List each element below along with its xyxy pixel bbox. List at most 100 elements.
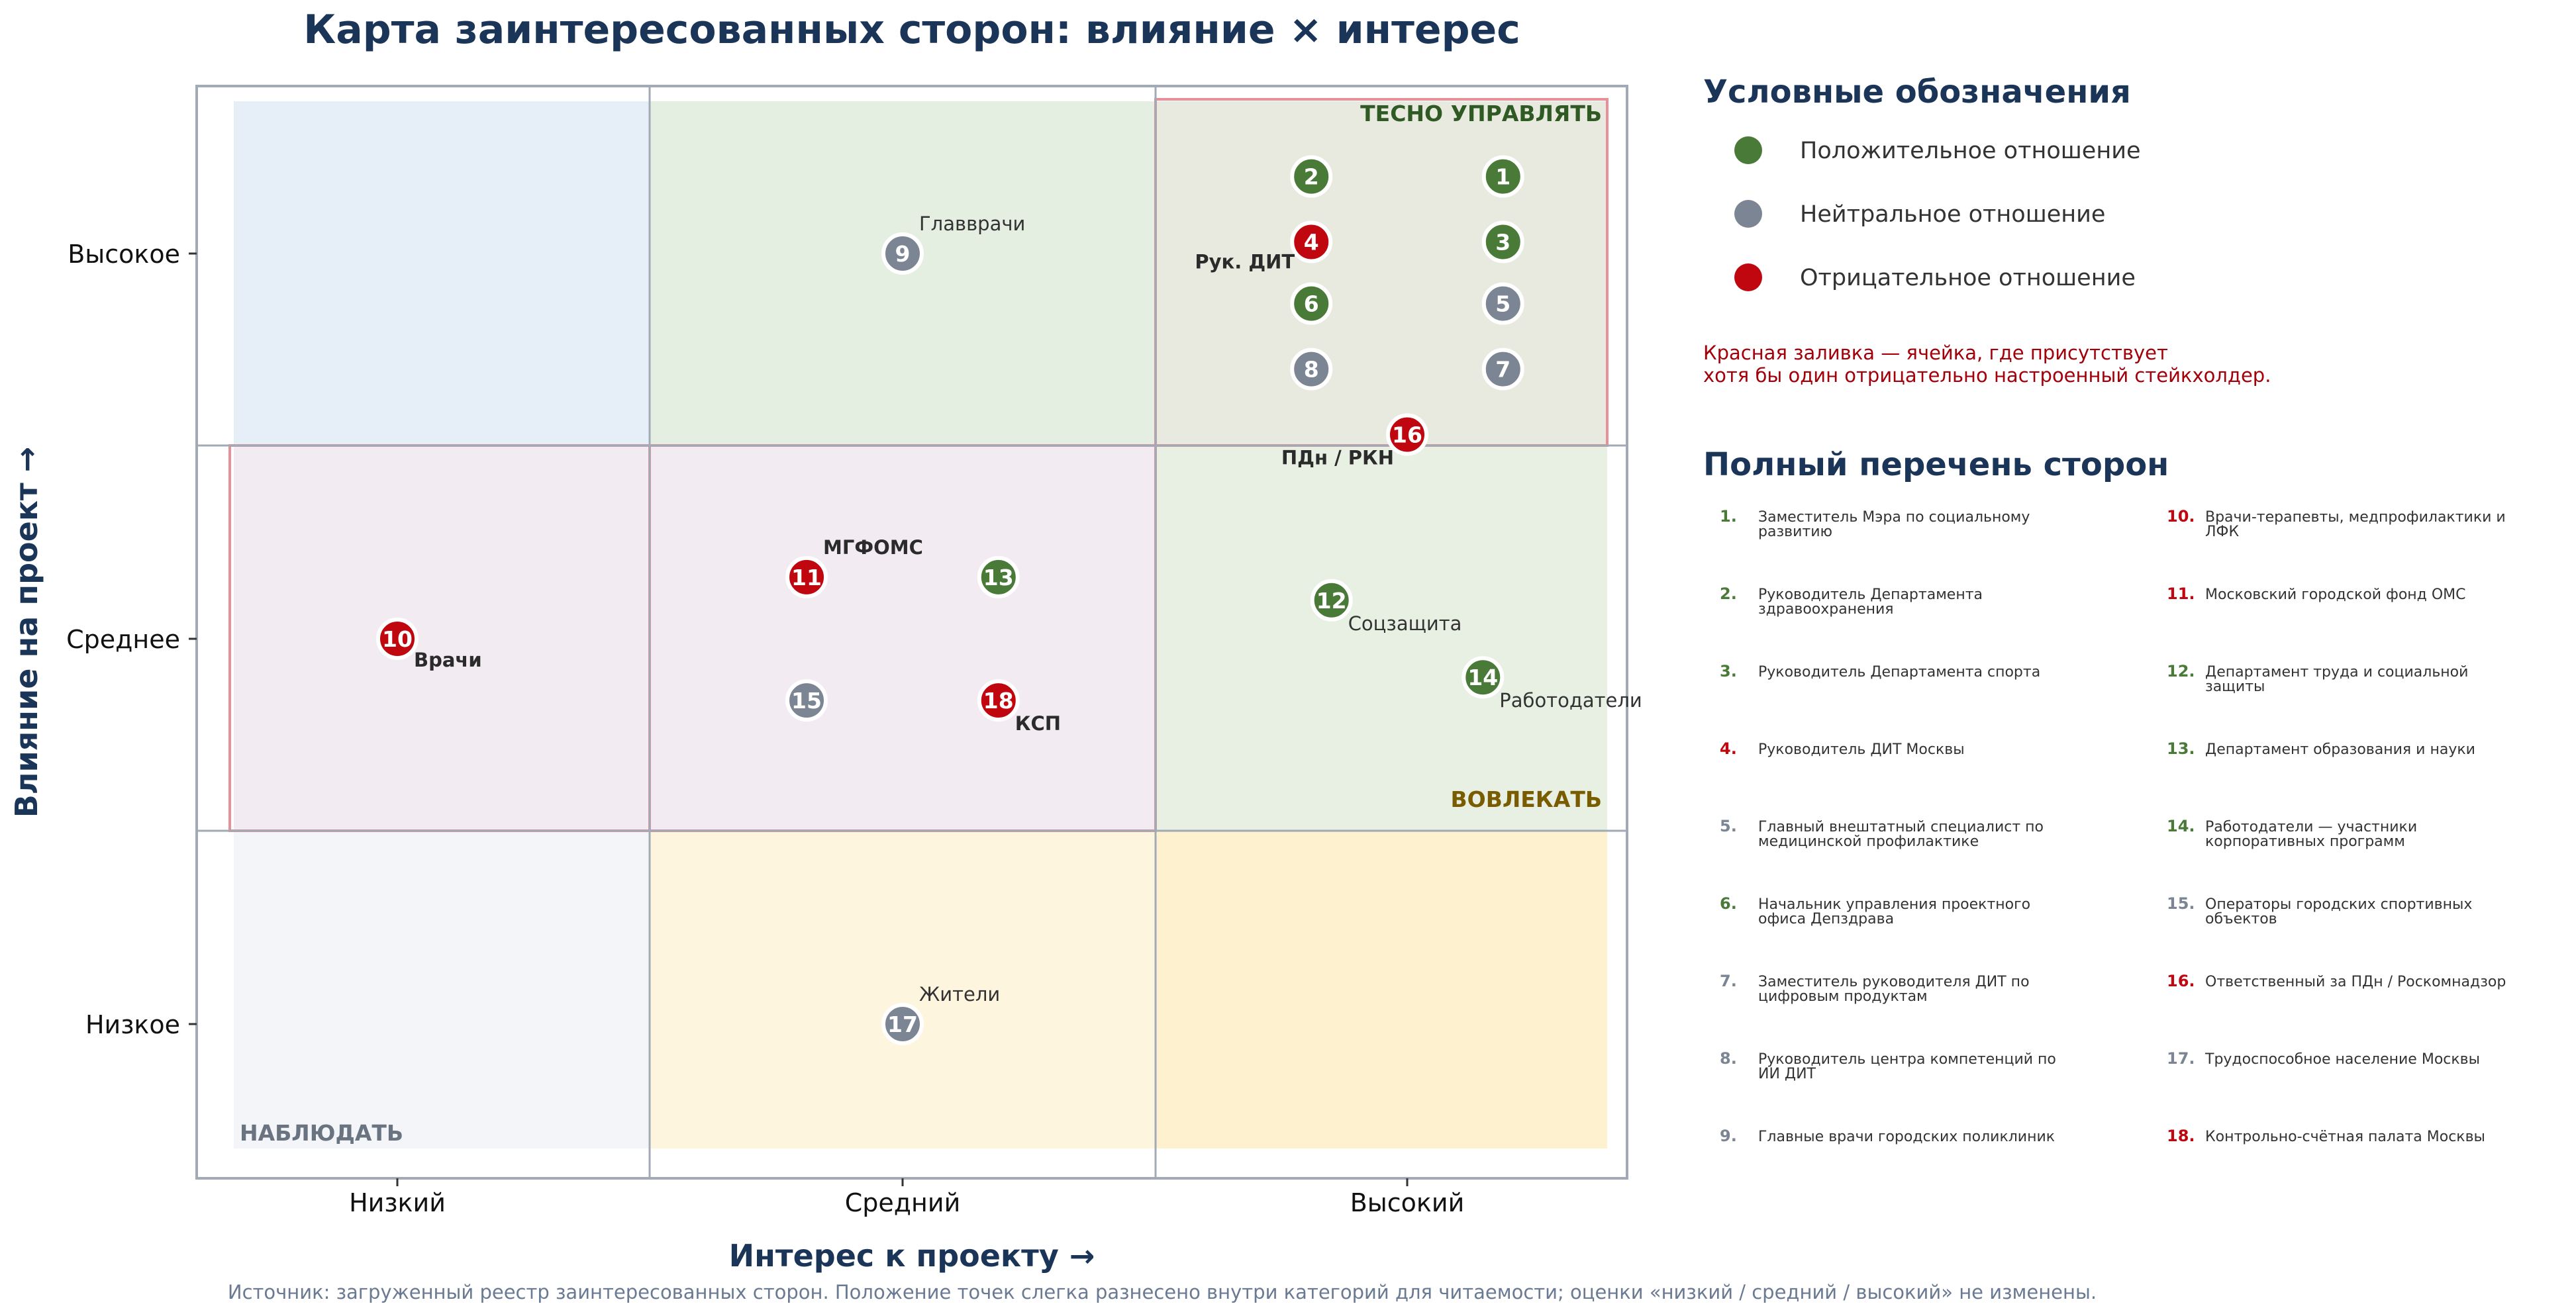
source-note: Источник: загруженный реестр заинтересов… [228,1281,2097,1303]
point-number: 7 [1495,357,1511,383]
stakeholder-point-9: 9 Главврачи [881,212,1025,275]
stakeholder-list: Полный перечень сторон 1. Заместитель Мэр… [1703,446,2506,1145]
stakeholder-point-3: 3 [1481,220,1524,263]
stakeholder-list-item: 1. Заместитель Мэра по социальномуразвити… [1720,507,2030,540]
point-number: 10 [382,626,413,652]
stakeholder-list-text: Заместитель Мэра по социальному [1758,509,2030,526]
stakeholder-list-number: 5. [1720,817,1737,835]
point-label: Жители [919,983,1000,1006]
stakeholder-list-number: 14. [2167,817,2195,835]
quadrant-label-involve: ВОВЛЕКАТЬ [1451,786,1603,812]
point-number: 16 [1392,422,1422,448]
stakeholder-point-6: 6 [1290,282,1333,325]
point-marker [881,232,924,275]
point-number: 13 [983,565,1014,590]
stakeholder-list-item: 4. Руководитель ДИТ Москвы [1720,739,1965,758]
stakeholder-list-text: Главные врачи городских поликлиник [1758,1129,2055,1145]
stakeholder-list-text: Начальник управления проектного [1758,896,2030,913]
legend-marker [1734,263,1762,291]
stakeholder-list-item: 18. Контрольно-счётная палата Москвы [2167,1127,2485,1145]
cell-mid-mid [650,446,1156,831]
stakeholder-list-number: 9. [1720,1127,1737,1145]
point-label: Соцзащита [1348,612,1462,635]
stakeholder-list-text: развитию [1758,524,1832,540]
stakeholder-list-text: здравоохранения [1758,601,1894,618]
stakeholder-list-text: Контрольно-счётная палата Москвы [2205,1129,2485,1145]
stakeholder-point-8: 8 [1290,348,1333,391]
point-marker [977,555,1020,598]
stakeholder-list-item: 15. Операторы городских спортивныхобъекто… [2167,894,2472,927]
point-number: 17 [887,1011,918,1037]
stakeholder-list-text: Руководитель ДИТ Москвы [1758,741,1965,758]
stakeholder-list-number: 3. [1720,662,1737,680]
legend-item-positive: Положительное отношение [1734,136,2141,164]
stakeholder-list-text: защиты [2205,679,2265,695]
point-marker [785,679,828,722]
stakeholder-list-item: 17. Трудоспособное население Москвы [2167,1049,2480,1068]
cell-fills [234,101,1607,1149]
stakeholder-list-number: 4. [1720,739,1737,758]
x-tick-label-low: Низкий [349,1188,446,1217]
cell-low-high [234,101,650,446]
stakeholder-list-item: 2. Руководитель Департаментаздравоохранен… [1720,585,1983,618]
stakeholder-list-item: 9. Главные врачи городских поликлиник [1720,1127,2055,1145]
stakeholder-list-text: Руководитель центра компетенций по [1758,1051,2056,1068]
stakeholder-list-item: 13. Департамент образования и науки [2167,739,2475,758]
point-label: Работодатели [1499,689,1642,712]
cell-high-high [1156,101,1607,446]
legend-title: Условные обозначения [1703,73,2131,111]
point-label: Врачи [414,649,482,671]
point-marker [785,555,828,598]
point-number: 12 [1316,588,1347,614]
x-tick-label-high: Высокий [1350,1188,1465,1217]
stakeholder-list-title: Полный перечень сторон [1703,446,2169,483]
chart-title: Карта заинтересованных сторон: влияние ×… [303,7,1520,53]
point-label: Главврачи [919,212,1025,235]
point-marker [1290,348,1333,391]
stakeholder-list-item: 11. Московский городской фонд ОМС [2167,585,2466,603]
point-marker [1386,413,1428,456]
point-marker [881,1003,924,1045]
stakeholder-list-text: медицинской профилактике [1758,833,1979,850]
point-marker [1290,282,1333,325]
stakeholder-list-item: 5. Главный внештатный специалист помедици… [1720,817,2044,850]
point-label: Рук. ДИТ [1195,251,1295,273]
stakeholder-list-number: 13. [2167,739,2195,758]
stakeholder-list-text: Операторы городских спортивных [2205,896,2472,913]
point-number: 18 [983,688,1014,714]
stakeholder-point-1: 1 [1481,155,1524,198]
stakeholder-list-items: 1. Заместитель Мэра по социальномуразвити… [1720,507,2506,1145]
stakeholder-list-text: ИИ ДИТ [1758,1066,1816,1082]
stakeholder-list-number: 12. [2167,662,2195,680]
stakeholder-list-text: цифровым продуктам [1758,988,1928,1005]
point-marker [1481,220,1524,263]
cell-mid-low [650,831,1156,1149]
stakeholder-list-number: 10. [2167,507,2195,526]
legend-label: Нейтральное отношение [1800,201,2105,228]
grid-lines [197,86,1627,1178]
legend-note-line2: хотя бы один отрицательно настроенный ст… [1703,364,2271,387]
stakeholder-list-number: 6. [1720,894,1737,913]
plot-frame [195,85,1628,1180]
stakeholder-point-4: 4 Рук. ДИТ [1195,220,1333,273]
stakeholder-point-15: 15 [785,679,828,722]
stakeholder-list-text: корпоративных программ [2205,833,2405,850]
point-number: 3 [1495,230,1511,256]
legend-marker [1734,200,1762,228]
x-tick-label-mid: Средний [845,1188,961,1217]
stakeholder-list-text: Врачи-терапевты, медпрофилактики и [2205,509,2506,526]
point-label: МГФОМС [823,536,923,559]
stakeholder-list-text: офиса Депздрава [1758,911,1894,927]
point-marker [1290,220,1333,263]
point-number: 4 [1304,230,1319,256]
point-number: 1 [1495,164,1511,190]
point-number: 8 [1304,357,1319,383]
stakeholder-list-number: 1. [1720,507,1737,526]
stakeholder-list-number: 15. [2167,894,2195,913]
